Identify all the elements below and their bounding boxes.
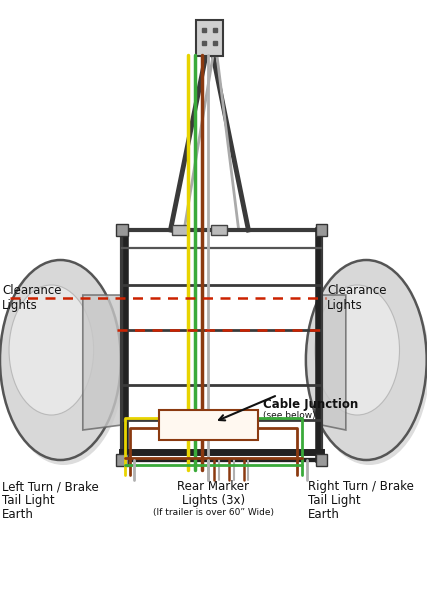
Text: Earth: Earth (308, 508, 340, 521)
Text: Right Turn / Brake: Right Turn / Brake (308, 480, 414, 493)
Text: Clearance
Lights: Clearance Lights (327, 284, 387, 312)
Text: Rear Marker: Rear Marker (177, 480, 249, 493)
Text: Left Turn / Brake: Left Turn / Brake (2, 480, 99, 493)
Text: (If trailer is over 60” Wide): (If trailer is over 60” Wide) (153, 508, 274, 517)
Ellipse shape (309, 265, 430, 465)
Bar (173, 225, 188, 235)
Text: Earth: Earth (2, 508, 34, 521)
Ellipse shape (3, 265, 124, 465)
Bar (196, 20, 223, 56)
Bar (212, 225, 227, 235)
Bar (316, 224, 327, 236)
Ellipse shape (315, 285, 399, 415)
Ellipse shape (9, 285, 94, 415)
Bar (159, 410, 258, 440)
Bar (116, 224, 127, 236)
Ellipse shape (0, 260, 121, 460)
Text: (see below): (see below) (263, 411, 316, 420)
Bar (316, 454, 327, 466)
Text: Lights (3x): Lights (3x) (182, 494, 245, 507)
Text: Cable Junction: Cable Junction (263, 398, 358, 411)
Ellipse shape (306, 260, 427, 460)
Bar (116, 454, 127, 466)
Polygon shape (321, 295, 346, 430)
Text: Tail Light: Tail Light (308, 494, 360, 507)
Polygon shape (83, 295, 122, 430)
Text: Clearance
Lights: Clearance Lights (2, 284, 61, 312)
Text: Tail Light: Tail Light (2, 494, 55, 507)
